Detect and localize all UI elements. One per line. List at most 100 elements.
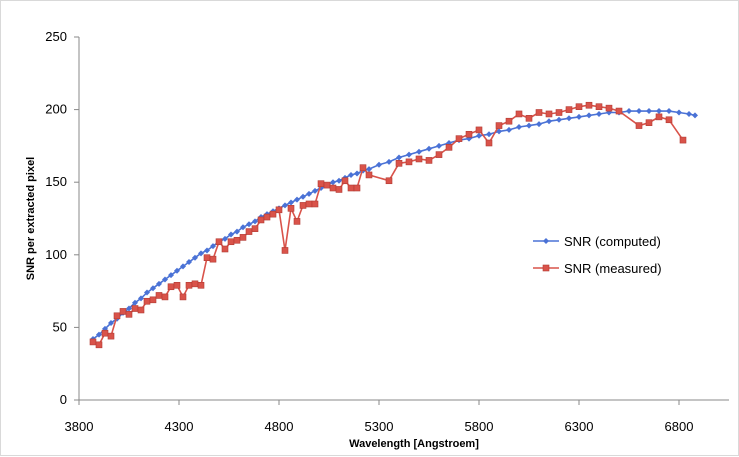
data-point bbox=[180, 263, 186, 270]
data-point bbox=[137, 306, 145, 314]
data-point bbox=[192, 254, 198, 261]
data-point bbox=[197, 281, 205, 289]
data-point bbox=[239, 234, 247, 241]
data-point bbox=[555, 109, 563, 116]
data-point bbox=[348, 171, 354, 178]
data-point bbox=[666, 108, 672, 115]
data-point bbox=[635, 122, 643, 129]
y-tick-label: 150 bbox=[45, 174, 67, 189]
data-point bbox=[149, 296, 157, 304]
data-point bbox=[191, 280, 199, 288]
data-point bbox=[415, 155, 423, 163]
data-point bbox=[536, 121, 542, 128]
data-point bbox=[435, 151, 443, 158]
data-point bbox=[545, 110, 553, 118]
data-point bbox=[311, 200, 319, 208]
data-point bbox=[173, 281, 181, 289]
data-point bbox=[179, 293, 187, 301]
data-point bbox=[665, 116, 673, 124]
data-point bbox=[546, 118, 552, 125]
data-point bbox=[535, 109, 543, 116]
y-tick-label: 0 bbox=[60, 392, 67, 407]
data-point bbox=[656, 108, 662, 115]
data-point bbox=[596, 110, 602, 117]
data-point bbox=[155, 292, 163, 299]
data-point bbox=[252, 218, 258, 225]
data-point bbox=[565, 106, 573, 113]
data-point bbox=[288, 199, 294, 206]
data-point bbox=[138, 295, 144, 302]
data-point bbox=[222, 235, 228, 242]
data-point bbox=[210, 243, 216, 250]
data-point bbox=[575, 103, 583, 110]
legend: SNR (computed) SNR (measured) bbox=[533, 234, 662, 276]
data-point bbox=[305, 200, 313, 208]
x-tick-label: 4300 bbox=[165, 419, 194, 434]
data-point bbox=[655, 113, 663, 121]
data-point bbox=[354, 170, 360, 177]
data-point bbox=[186, 259, 192, 266]
data-point bbox=[281, 247, 289, 254]
x-tick-label: 5800 bbox=[465, 419, 494, 434]
data-point bbox=[455, 135, 463, 142]
data-point bbox=[506, 126, 512, 133]
data-point bbox=[406, 151, 412, 158]
data-point bbox=[203, 254, 211, 262]
data-point bbox=[300, 193, 306, 200]
data-point bbox=[227, 238, 235, 246]
data-point bbox=[646, 108, 652, 115]
data-point bbox=[240, 224, 246, 231]
data-point bbox=[465, 130, 473, 138]
data-point bbox=[299, 202, 307, 209]
data-point bbox=[436, 142, 442, 149]
x-tick-label: 6300 bbox=[565, 419, 594, 434]
data-point bbox=[168, 272, 174, 279]
data-point bbox=[341, 177, 349, 185]
data-point bbox=[576, 113, 582, 120]
data-point bbox=[485, 139, 493, 147]
data-point bbox=[353, 184, 361, 192]
data-point bbox=[132, 299, 138, 306]
data-point bbox=[107, 332, 115, 340]
data-point bbox=[185, 281, 193, 289]
data-point bbox=[615, 107, 623, 115]
legend-label: SNR (measured) bbox=[564, 261, 662, 276]
data-point bbox=[595, 103, 603, 110]
series-line bbox=[92, 104, 684, 346]
data-point bbox=[347, 184, 355, 192]
data-point bbox=[585, 101, 593, 109]
data-point bbox=[365, 171, 373, 179]
data-point bbox=[515, 110, 523, 118]
data-point bbox=[645, 119, 653, 126]
data-point bbox=[525, 115, 533, 122]
data-point bbox=[366, 166, 372, 173]
data-point bbox=[317, 180, 325, 187]
y-tick-label: 250 bbox=[45, 29, 67, 44]
data-point bbox=[385, 177, 393, 185]
data-point bbox=[126, 305, 132, 312]
data-point bbox=[475, 126, 483, 134]
data-point bbox=[626, 108, 632, 115]
data-point bbox=[486, 131, 492, 138]
series-layer bbox=[89, 101, 698, 349]
data-point bbox=[161, 293, 169, 301]
data-point bbox=[221, 245, 229, 253]
data-point bbox=[245, 228, 253, 235]
data-point bbox=[376, 161, 382, 168]
data-point bbox=[150, 285, 156, 292]
data-point bbox=[312, 187, 318, 194]
legend-marker bbox=[543, 238, 549, 244]
data-point bbox=[636, 108, 642, 115]
data-point bbox=[204, 247, 210, 254]
data-point bbox=[686, 110, 692, 117]
data-point bbox=[119, 308, 127, 315]
data-point bbox=[233, 236, 241, 244]
data-point bbox=[330, 179, 336, 186]
data-point bbox=[174, 267, 180, 274]
data-point bbox=[505, 117, 513, 125]
x-axis-title: Wavelength [Angstroem] bbox=[349, 438, 479, 450]
data-point bbox=[586, 112, 592, 119]
data-point bbox=[306, 190, 312, 197]
data-point bbox=[234, 228, 240, 235]
